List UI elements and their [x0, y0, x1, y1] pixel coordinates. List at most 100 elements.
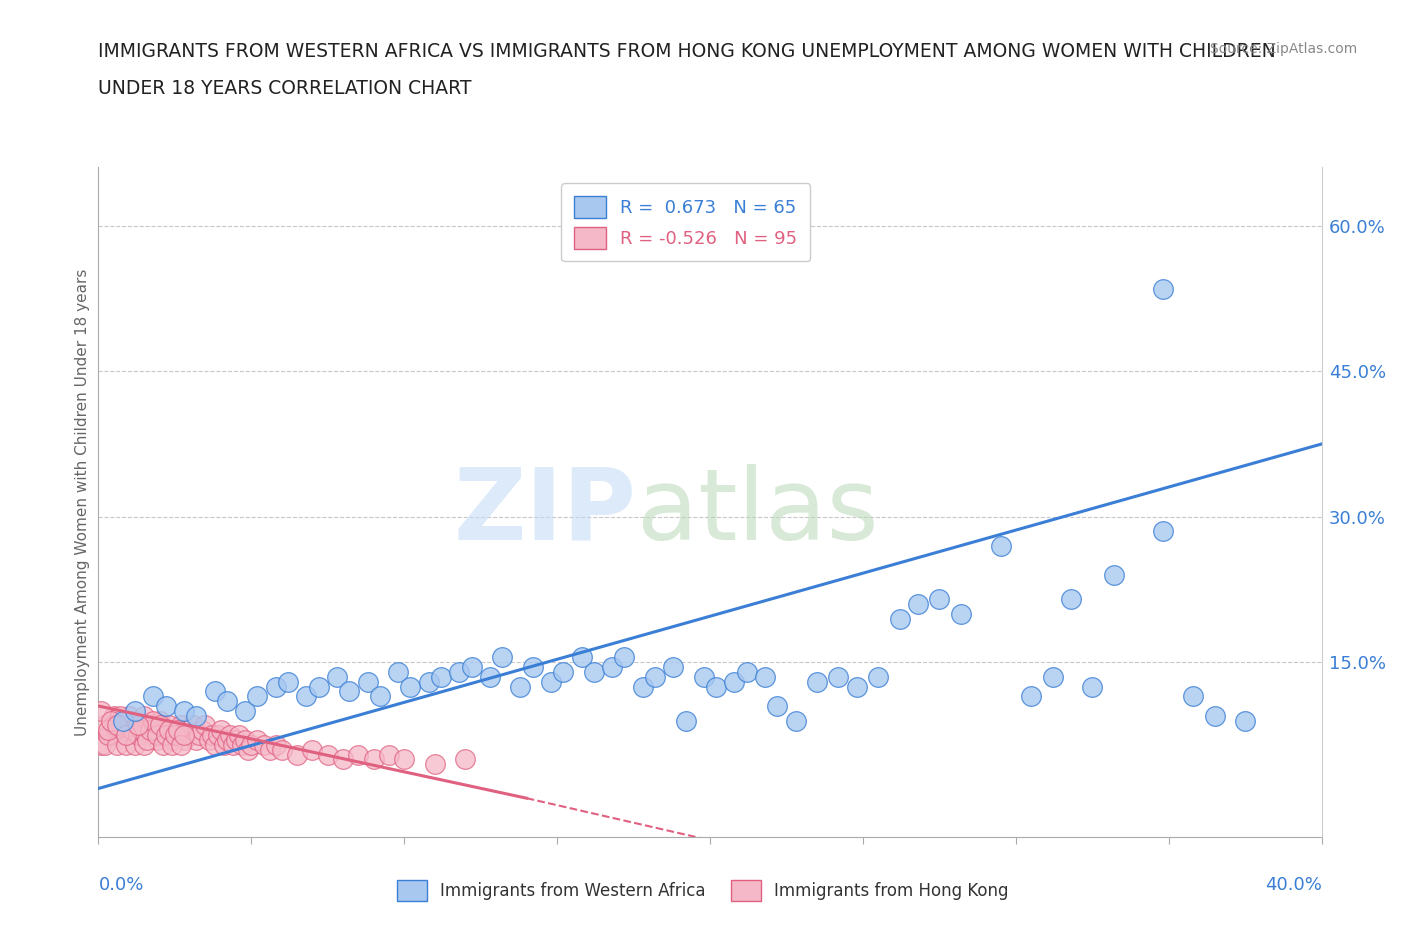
Point [152, 737, 174, 752]
Point [449, 665, 471, 680]
Point [160, 733, 183, 748]
Point [219, 727, 242, 742]
Point [127, 718, 149, 733]
Point [176, 723, 198, 737]
Point [1234, 713, 1257, 728]
Point [240, 737, 263, 752]
Point [1152, 524, 1174, 538]
Point [105, 723, 128, 737]
Point [418, 674, 440, 689]
Point [582, 665, 605, 680]
Point [118, 713, 141, 728]
Point [167, 727, 190, 742]
Point [215, 694, 238, 709]
Point [121, 723, 143, 737]
Point [200, 727, 222, 742]
Point [259, 742, 281, 757]
Point [1081, 679, 1104, 694]
Point [889, 611, 911, 626]
Point [115, 737, 138, 752]
Point [108, 709, 131, 724]
Point [105, 718, 128, 733]
Point [136, 733, 159, 748]
Point [152, 727, 174, 742]
Point [1019, 689, 1042, 704]
Point [252, 737, 274, 752]
Point [332, 752, 354, 767]
Point [347, 747, 370, 762]
Point [1102, 567, 1125, 582]
Point [454, 752, 477, 767]
Point [170, 737, 193, 752]
Point [571, 650, 593, 665]
Point [145, 733, 167, 748]
Point [212, 737, 235, 752]
Point [157, 723, 180, 737]
Point [693, 670, 716, 684]
Point [337, 684, 360, 698]
Point [188, 727, 211, 742]
Point [785, 713, 807, 728]
Point [173, 727, 195, 742]
Point [264, 679, 287, 694]
Point [246, 689, 269, 704]
Point [225, 733, 247, 748]
Point [1152, 281, 1174, 296]
Point [600, 659, 623, 674]
Point [124, 703, 146, 718]
Point [392, 752, 416, 767]
Point [111, 723, 134, 737]
Point [356, 674, 378, 689]
Point [115, 718, 138, 733]
Point [845, 679, 868, 694]
Point [90, 737, 112, 752]
Point [163, 723, 186, 737]
Point [1060, 591, 1083, 606]
Point [613, 650, 636, 665]
Point [124, 737, 146, 752]
Text: ZIP: ZIP [454, 464, 637, 561]
Point [285, 747, 308, 762]
Point [157, 718, 180, 733]
Point [949, 606, 972, 621]
Point [233, 703, 256, 718]
Point [93, 737, 115, 752]
Point [173, 733, 195, 748]
Point [277, 674, 299, 689]
Point [142, 689, 165, 704]
Point [1042, 670, 1064, 684]
Point [181, 718, 204, 733]
Point [149, 713, 172, 728]
Point [163, 727, 186, 742]
Point [134, 709, 156, 724]
Point [204, 684, 226, 698]
Point [139, 723, 162, 737]
Point [631, 679, 654, 694]
Point [806, 674, 828, 689]
Point [704, 679, 727, 694]
Point [222, 737, 245, 752]
Point [387, 665, 409, 680]
Point [231, 737, 253, 752]
Point [228, 727, 250, 742]
Point [378, 747, 401, 762]
Text: atlas: atlas [637, 464, 879, 561]
Point [136, 723, 159, 737]
Point [93, 718, 115, 733]
Point [238, 742, 260, 757]
Y-axis label: Unemployment Among Women with Children Under 18 years: Unemployment Among Women with Children U… [75, 269, 90, 736]
Point [118, 709, 141, 724]
Point [103, 709, 125, 724]
Point [173, 703, 195, 718]
Point [194, 718, 217, 733]
Legend: Immigrants from Western Africa, Immigrants from Hong Kong: Immigrants from Western Africa, Immigran… [385, 869, 1021, 912]
Point [100, 713, 122, 728]
Point [142, 713, 165, 728]
Point [270, 742, 292, 757]
Point [827, 670, 849, 684]
Text: Source: ZipAtlas.com: Source: ZipAtlas.com [1209, 42, 1357, 56]
Point [522, 659, 544, 674]
Point [246, 733, 269, 748]
Point [308, 679, 330, 694]
Point [553, 665, 575, 680]
